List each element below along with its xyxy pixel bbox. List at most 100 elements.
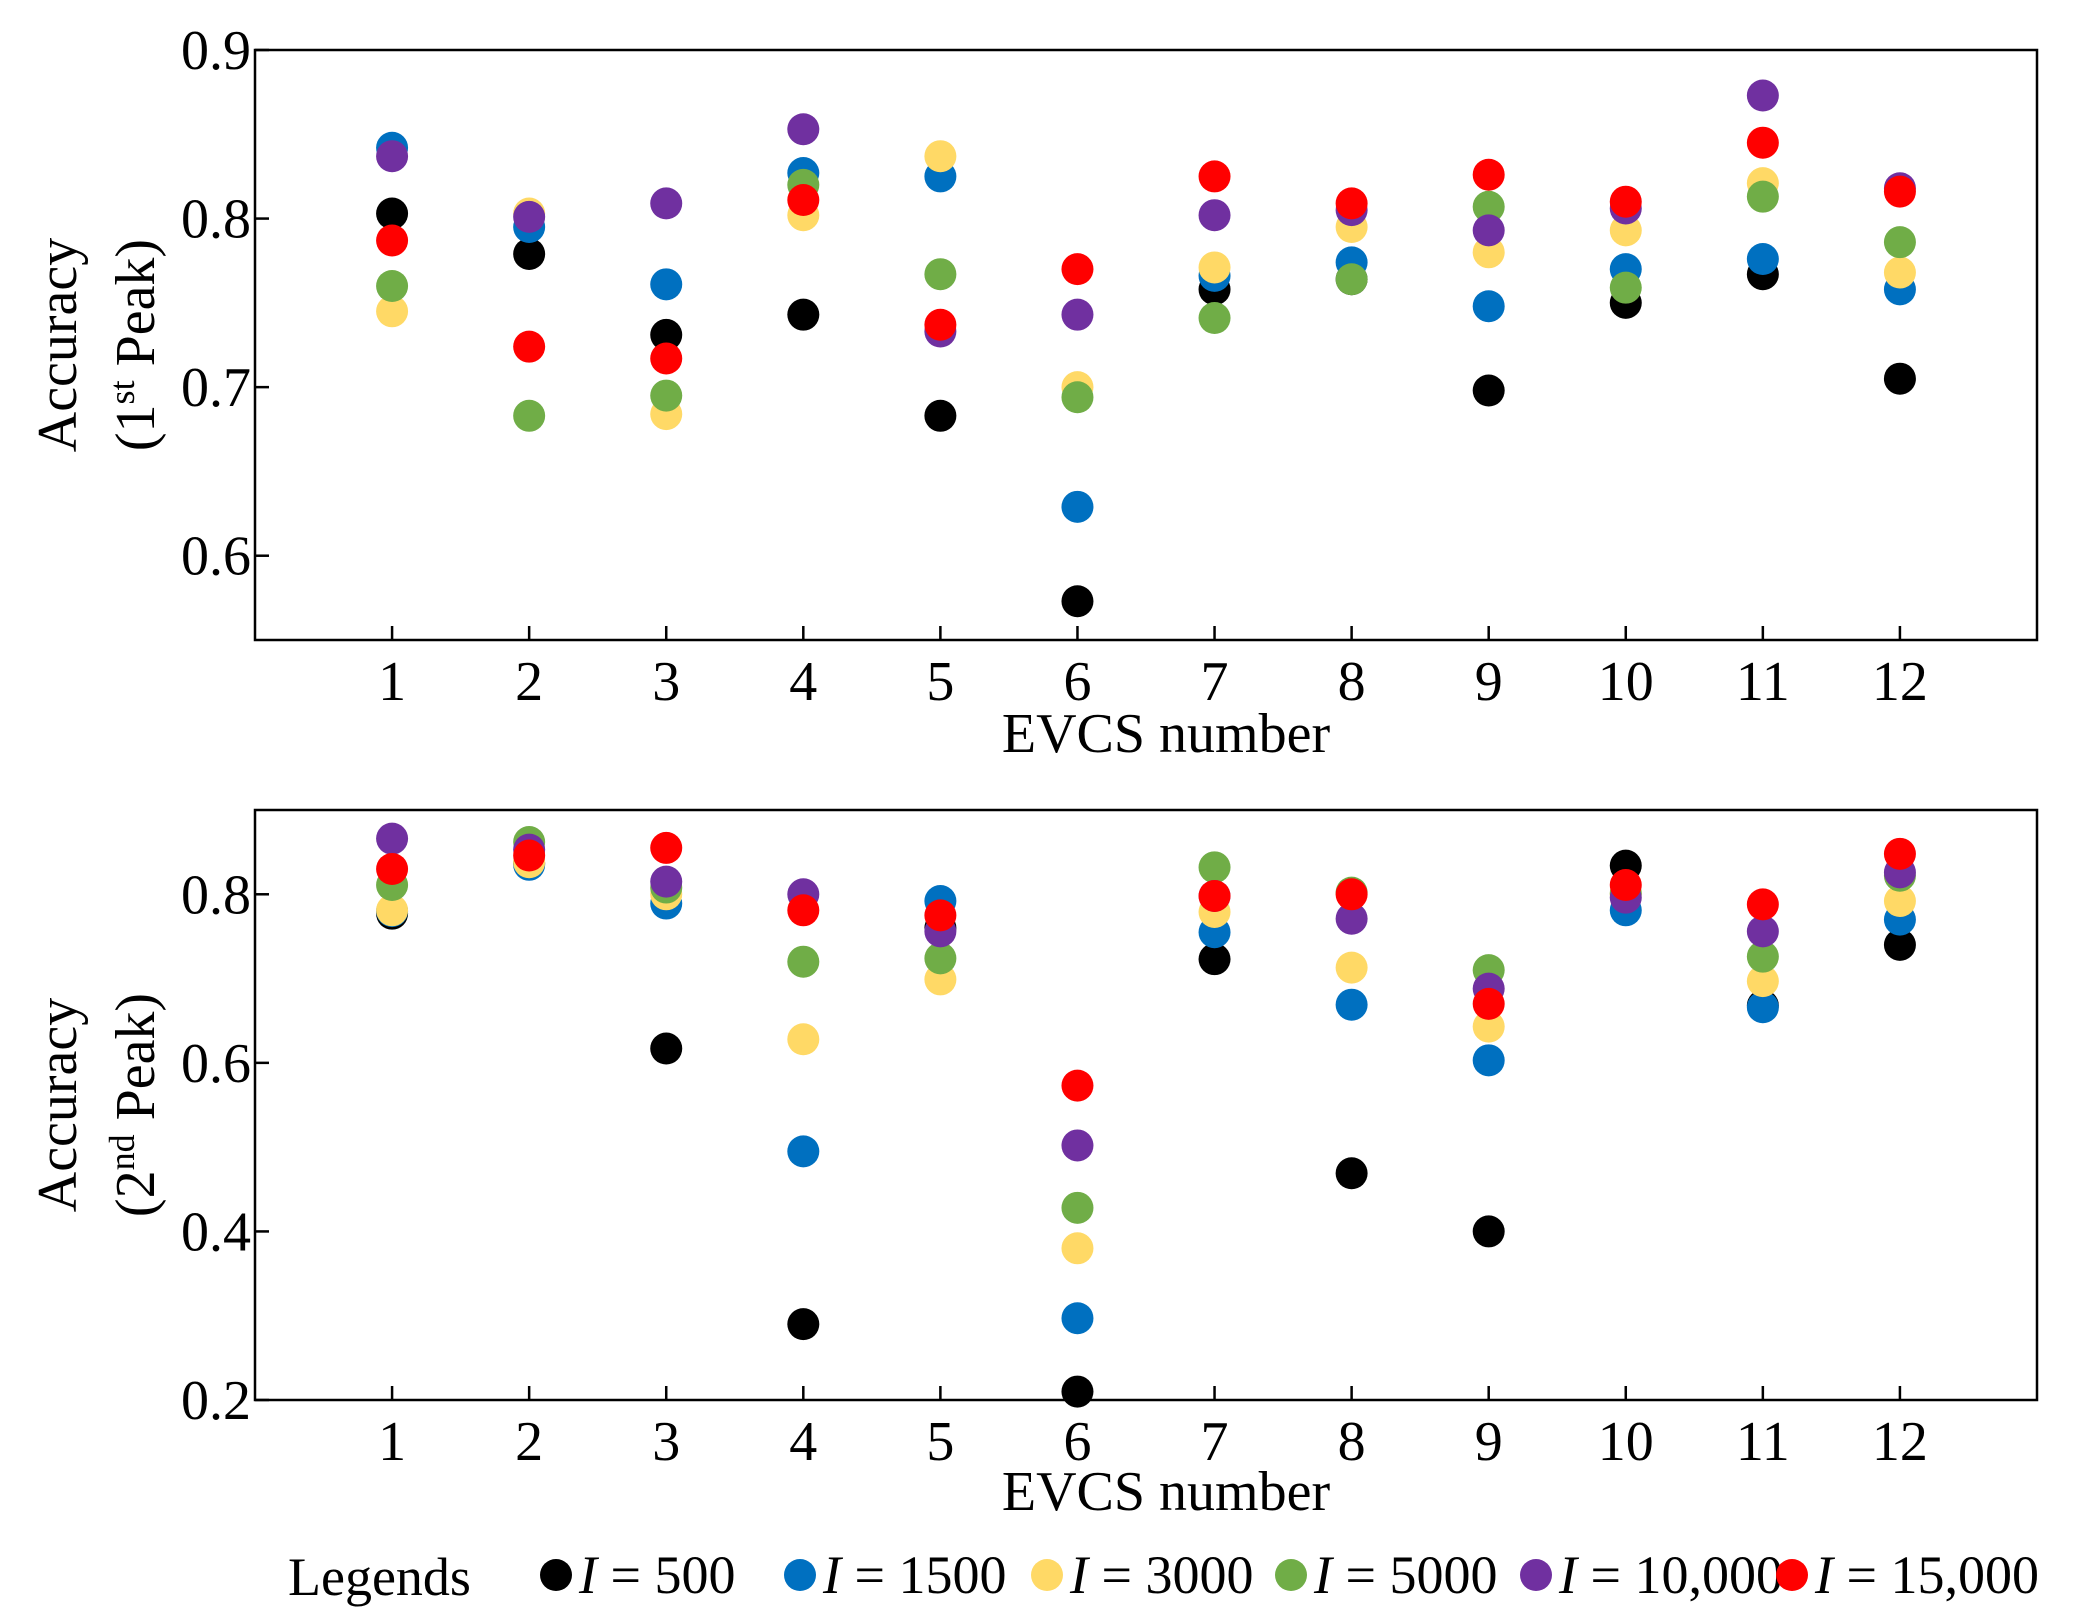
series-4 bbox=[376, 79, 1916, 348]
series-4 bbox=[376, 822, 1916, 1162]
data-point bbox=[1472, 190, 1505, 223]
x-tick-label: 2 bbox=[515, 1411, 543, 1473]
y-axis-title-peak: (1st Peak) bbox=[102, 239, 167, 451]
legend-variable: I bbox=[1814, 1545, 1836, 1605]
data-point bbox=[1472, 1010, 1505, 1043]
data-point bbox=[1061, 1069, 1094, 1102]
legend-label: I = 1500 bbox=[822, 1545, 1006, 1605]
data-point bbox=[376, 224, 409, 257]
data-point bbox=[787, 945, 820, 978]
data-point bbox=[1335, 988, 1368, 1021]
y-tick-label: 0.2 bbox=[181, 1370, 251, 1432]
data-point bbox=[376, 295, 409, 328]
data-point bbox=[376, 822, 409, 855]
data-point bbox=[1198, 943, 1231, 976]
data-point bbox=[1061, 1375, 1094, 1408]
data-point bbox=[924, 308, 957, 341]
data-point bbox=[1746, 79, 1779, 112]
x-tick-label: 3 bbox=[652, 651, 680, 713]
legend-entry: I = 3000 bbox=[1031, 1545, 1253, 1605]
data-point bbox=[924, 899, 957, 932]
data-point bbox=[787, 1023, 820, 1056]
data-point bbox=[1609, 869, 1642, 902]
legend-value: = 10,000 bbox=[1577, 1545, 1783, 1605]
x-tick-label: 5 bbox=[926, 651, 954, 713]
y-tick-label: 0.8 bbox=[181, 189, 251, 251]
plot-frame bbox=[253, 48, 2039, 642]
legend-entry: I = 15,000 bbox=[1776, 1545, 2039, 1605]
data-point bbox=[650, 379, 683, 412]
data-point bbox=[513, 399, 546, 432]
data-point bbox=[1472, 158, 1505, 191]
x-tick-label: 1 bbox=[378, 1411, 406, 1473]
data-point bbox=[1746, 180, 1779, 213]
data-point bbox=[376, 197, 409, 230]
data-point bbox=[513, 330, 546, 363]
data-point bbox=[1335, 263, 1368, 296]
data-point bbox=[1335, 951, 1368, 984]
legend-value: = 1500 bbox=[841, 1545, 1006, 1605]
data-point bbox=[1746, 991, 1779, 1024]
y-tick-label: 0.6 bbox=[181, 1033, 251, 1095]
x-tick-label: 10 bbox=[1598, 651, 1654, 713]
series-0 bbox=[376, 197, 1916, 618]
x-tick-label: 11 bbox=[1736, 1411, 1790, 1473]
y-axis-title-sup: nd bbox=[102, 1134, 142, 1170]
data-point bbox=[1746, 965, 1779, 998]
data-point bbox=[376, 894, 409, 927]
legend-entry: I = 5000 bbox=[1275, 1545, 1497, 1605]
data-point bbox=[1061, 253, 1094, 286]
data-point bbox=[1883, 362, 1916, 395]
x-tick-label: 7 bbox=[1201, 1411, 1229, 1473]
data-point bbox=[513, 839, 546, 872]
y-axis-title: Accuracy bbox=[27, 998, 89, 1213]
x-tick-label: 9 bbox=[1475, 1411, 1503, 1473]
y-tick-label: 0.8 bbox=[181, 864, 251, 926]
data-point bbox=[1061, 1232, 1094, 1265]
data-point bbox=[513, 237, 546, 270]
data-point bbox=[1335, 1157, 1368, 1190]
legend-label: I = 500 bbox=[578, 1545, 735, 1605]
legend-value: = 500 bbox=[597, 1545, 735, 1605]
y-axis-title-peak: (2nd Peak) bbox=[102, 993, 167, 1217]
data-point bbox=[1609, 271, 1642, 304]
data-point bbox=[1061, 490, 1094, 523]
x-tick-label: 10 bbox=[1598, 1411, 1654, 1473]
data-point bbox=[787, 184, 820, 217]
data-point bbox=[1198, 851, 1231, 884]
legend: Legends I = 500 I = 1500 I = 3000 I = 5000 I … bbox=[288, 1545, 2039, 1607]
legend-label: I = 10,000 bbox=[1558, 1545, 1783, 1605]
y-axis-title-post: Peak) bbox=[105, 993, 167, 1135]
data-point bbox=[650, 865, 683, 898]
data-point bbox=[513, 200, 546, 233]
x-tick-label: 3 bbox=[652, 1411, 680, 1473]
legend-entry: I = 1500 bbox=[784, 1545, 1006, 1605]
y-axis-title-pre: (1 bbox=[105, 404, 167, 451]
legend-variable: I bbox=[578, 1545, 600, 1605]
legend-marker bbox=[1031, 1559, 1063, 1591]
data-point bbox=[787, 1308, 820, 1341]
data-point bbox=[1472, 1215, 1505, 1248]
data-point bbox=[787, 894, 820, 927]
legend-variable: I bbox=[1558, 1545, 1580, 1605]
data-point bbox=[1061, 298, 1094, 331]
y-axis-title-sup: st bbox=[102, 380, 142, 404]
x-tick-label: 1 bbox=[378, 651, 406, 713]
data-point bbox=[650, 187, 683, 220]
legend-marker bbox=[784, 1559, 816, 1591]
data-point bbox=[1472, 236, 1505, 269]
x-tick-label: 12 bbox=[1872, 651, 1928, 713]
data-point bbox=[924, 140, 957, 173]
x-tick-label: 9 bbox=[1475, 651, 1503, 713]
data-point bbox=[787, 1135, 820, 1168]
y-axis-title-pre: (2 bbox=[105, 1170, 167, 1217]
x-tick-label: 4 bbox=[789, 651, 817, 713]
x-tick-label: 8 bbox=[1338, 1411, 1366, 1473]
plot-frame bbox=[253, 808, 2039, 1402]
legend-marker bbox=[1520, 1559, 1552, 1591]
series-3 bbox=[376, 168, 1916, 432]
data-point bbox=[376, 853, 409, 885]
